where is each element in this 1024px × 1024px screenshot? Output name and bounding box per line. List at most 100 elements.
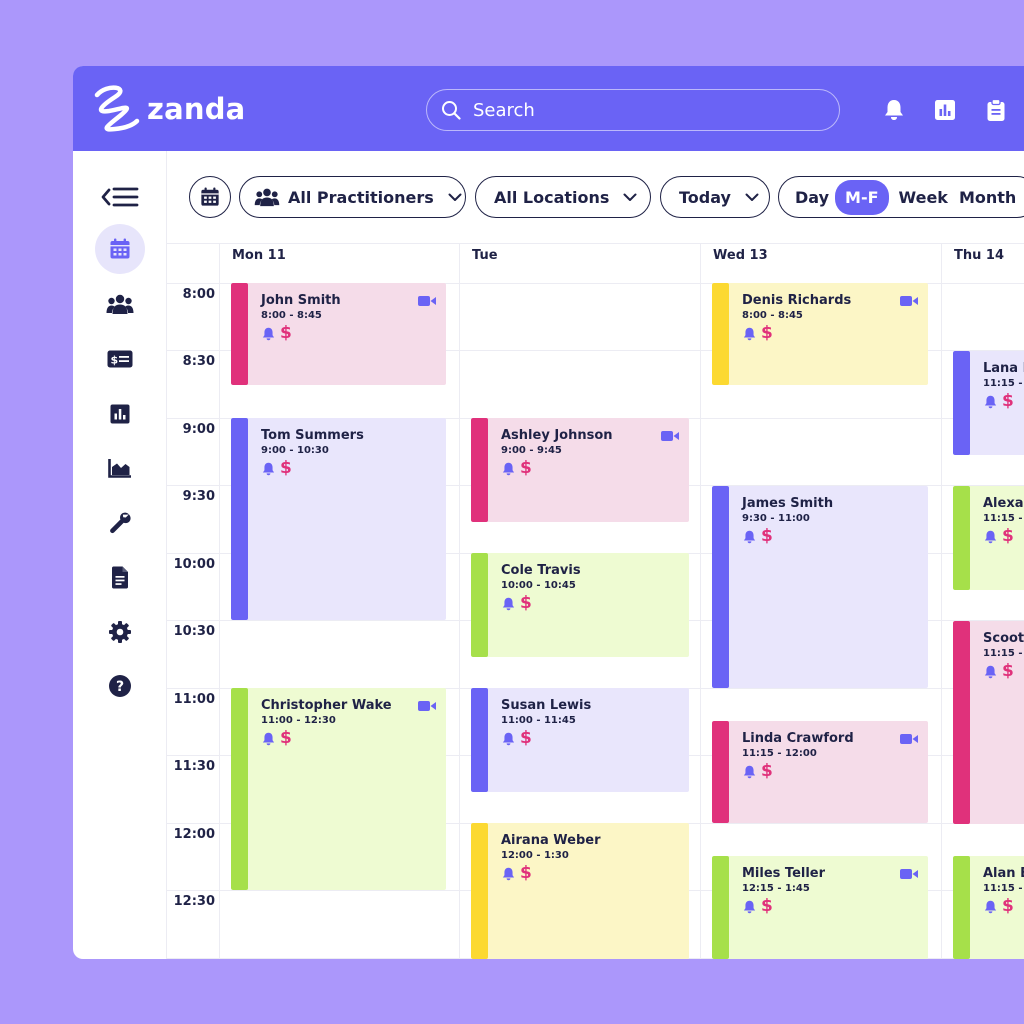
view-month-button[interactable]: Month [958,187,1017,207]
client-name: Linda Crawford [742,731,854,746]
bell-icon[interactable] [882,98,906,122]
view-mf-button[interactable]: M-F [835,179,889,215]
payment-icon: $ [280,323,292,343]
appointment-card[interactable]: James Smith 9:30 - 11:00 $ [712,486,928,688]
appointment-card[interactable]: Airana Weber 12:00 - 1:30 $ [471,823,689,959]
appointment-card[interactable]: Ashley Johnson 9:00 - 9:45 $ [471,418,689,522]
video-icon [418,296,436,306]
payment-icon: $ [1002,391,1014,411]
time-label: 9:30 [182,489,215,504]
search-placeholder: Search [473,99,535,121]
grid-line [459,243,460,959]
search-icon [442,101,461,120]
appointment-card[interactable]: Cole Travis 10:00 - 10:45 $ [471,553,689,657]
top-header: zanda Search [73,66,1024,151]
client-name: Airana Weber [501,833,601,848]
appointment-card[interactable]: Alan B 11:15 - 1 $ [953,856,1024,959]
bell-icon [502,732,515,745]
practitioners-dropdown[interactable]: All Practitioners [239,176,466,218]
bar-chart-icon [110,404,130,424]
appointment-card[interactable]: Tom Summers 9:00 - 10:30 $ [231,418,446,620]
status-bar [953,621,970,824]
appointment-card[interactable]: Scoote 11:15 - 1 $ [953,621,1024,824]
client-name: Alexa R [983,496,1024,511]
search-input[interactable]: Search [426,89,840,131]
sidebar-item-settings[interactable] [95,607,145,657]
collapse-sidebar-button[interactable] [95,172,145,222]
calendar-toolbar: All Practitioners All Locations Today Da… [167,151,1024,243]
payment-icon: $ [761,323,773,343]
sidebar-item-clients[interactable] [95,279,145,329]
payment-icon: $ [520,863,532,883]
sidebar-item-billing[interactable]: $ [95,334,145,384]
appointment-time: 11:15 - 1 [983,883,1024,894]
appointment-card[interactable]: Christopher Wake 11:00 - 12:30 $ [231,688,446,890]
client-name: Denis Richards [742,293,852,308]
appointment-time: 9:00 - 9:45 [501,445,562,456]
sidebar-item-tools[interactable] [95,498,145,548]
view-week-button[interactable]: Week [898,187,948,207]
client-name: Cole Travis [501,563,581,578]
view-day-button[interactable]: Day [795,187,830,207]
bell-icon [262,462,275,475]
appointment-card[interactable]: Alexa R 11:15 - 1 $ [953,486,1024,590]
client-name: Miles Teller [742,866,826,881]
chevron-down-icon [623,193,637,201]
date-range-dropdown[interactable]: Today [660,176,770,218]
appointment-time: 11:15 - 1 [983,513,1024,524]
sidebar-item-reports[interactable] [95,389,145,439]
reports-icon[interactable] [933,98,957,122]
day-header: Wed 13 [713,248,768,263]
svg-text:?: ? [116,679,124,695]
appointment-card[interactable]: Lana H 11:15 - 1 $ [953,351,1024,455]
zanda-logo[interactable]: zanda [91,82,245,136]
status-bar [231,688,248,890]
time-label: 11:30 [173,759,215,774]
locations-dropdown[interactable]: All Locations [475,176,651,218]
status-bar [471,688,488,792]
status-bar [471,418,488,522]
calendar-icon [110,238,130,259]
date-picker-button[interactable] [189,176,231,218]
status-bar [471,823,488,959]
payment-icon: $ [761,526,773,546]
day-header: Thu 14 [954,248,1004,263]
clipboard-icon[interactable] [984,98,1008,122]
help-icon: ? [109,675,131,697]
sidebar: $ [73,151,167,959]
client-name: Susan Lewis [501,698,592,713]
sidebar-item-calendar[interactable] [95,224,145,274]
appointment-time: 12:15 - 1:45 [742,883,810,894]
sidebar-item-analytics[interactable] [95,443,145,493]
appointment-time: 11:00 - 11:45 [501,715,576,726]
bell-icon [984,900,997,913]
appointment-card[interactable]: Miles Teller 12:15 - 1:45 $ [712,856,928,959]
appointment-card[interactable]: Linda Crawford 11:15 - 12:00 $ [712,721,928,823]
invoice-icon: $ [107,350,133,368]
appointment-time: 10:00 - 10:45 [501,580,576,591]
appointment-time: 8:00 - 8:45 [742,310,803,321]
svg-text:$: $ [111,354,119,367]
gear-icon [109,621,131,643]
appointment-card[interactable]: Susan Lewis 11:00 - 11:45 $ [471,688,689,792]
users-icon [254,188,280,207]
bell-icon [743,530,756,543]
grid-line [167,243,1024,244]
bell-icon [984,530,997,543]
appointment-time: 8:00 - 8:45 [261,310,322,321]
status-bar [953,486,970,590]
sidebar-item-documents[interactable] [95,552,145,602]
time-label: 11:00 [173,692,215,707]
sidebar-item-help[interactable]: ? [95,661,145,711]
status-bar [712,856,729,959]
collapse-menu-icon [101,187,139,207]
payment-icon: $ [1002,526,1014,546]
bell-icon [743,327,756,340]
time-label: 10:00 [173,557,215,572]
appointment-card[interactable]: John Smith 8:00 - 8:45 $ [231,283,446,385]
appointment-card[interactable]: Denis Richards 8:00 - 8:45 $ [712,283,928,385]
client-name: James Smith [742,496,834,511]
client-name: Christopher Wake [261,698,392,713]
client-name: Lana H [983,361,1024,376]
practitioners-label: All Practitioners [288,187,434,207]
